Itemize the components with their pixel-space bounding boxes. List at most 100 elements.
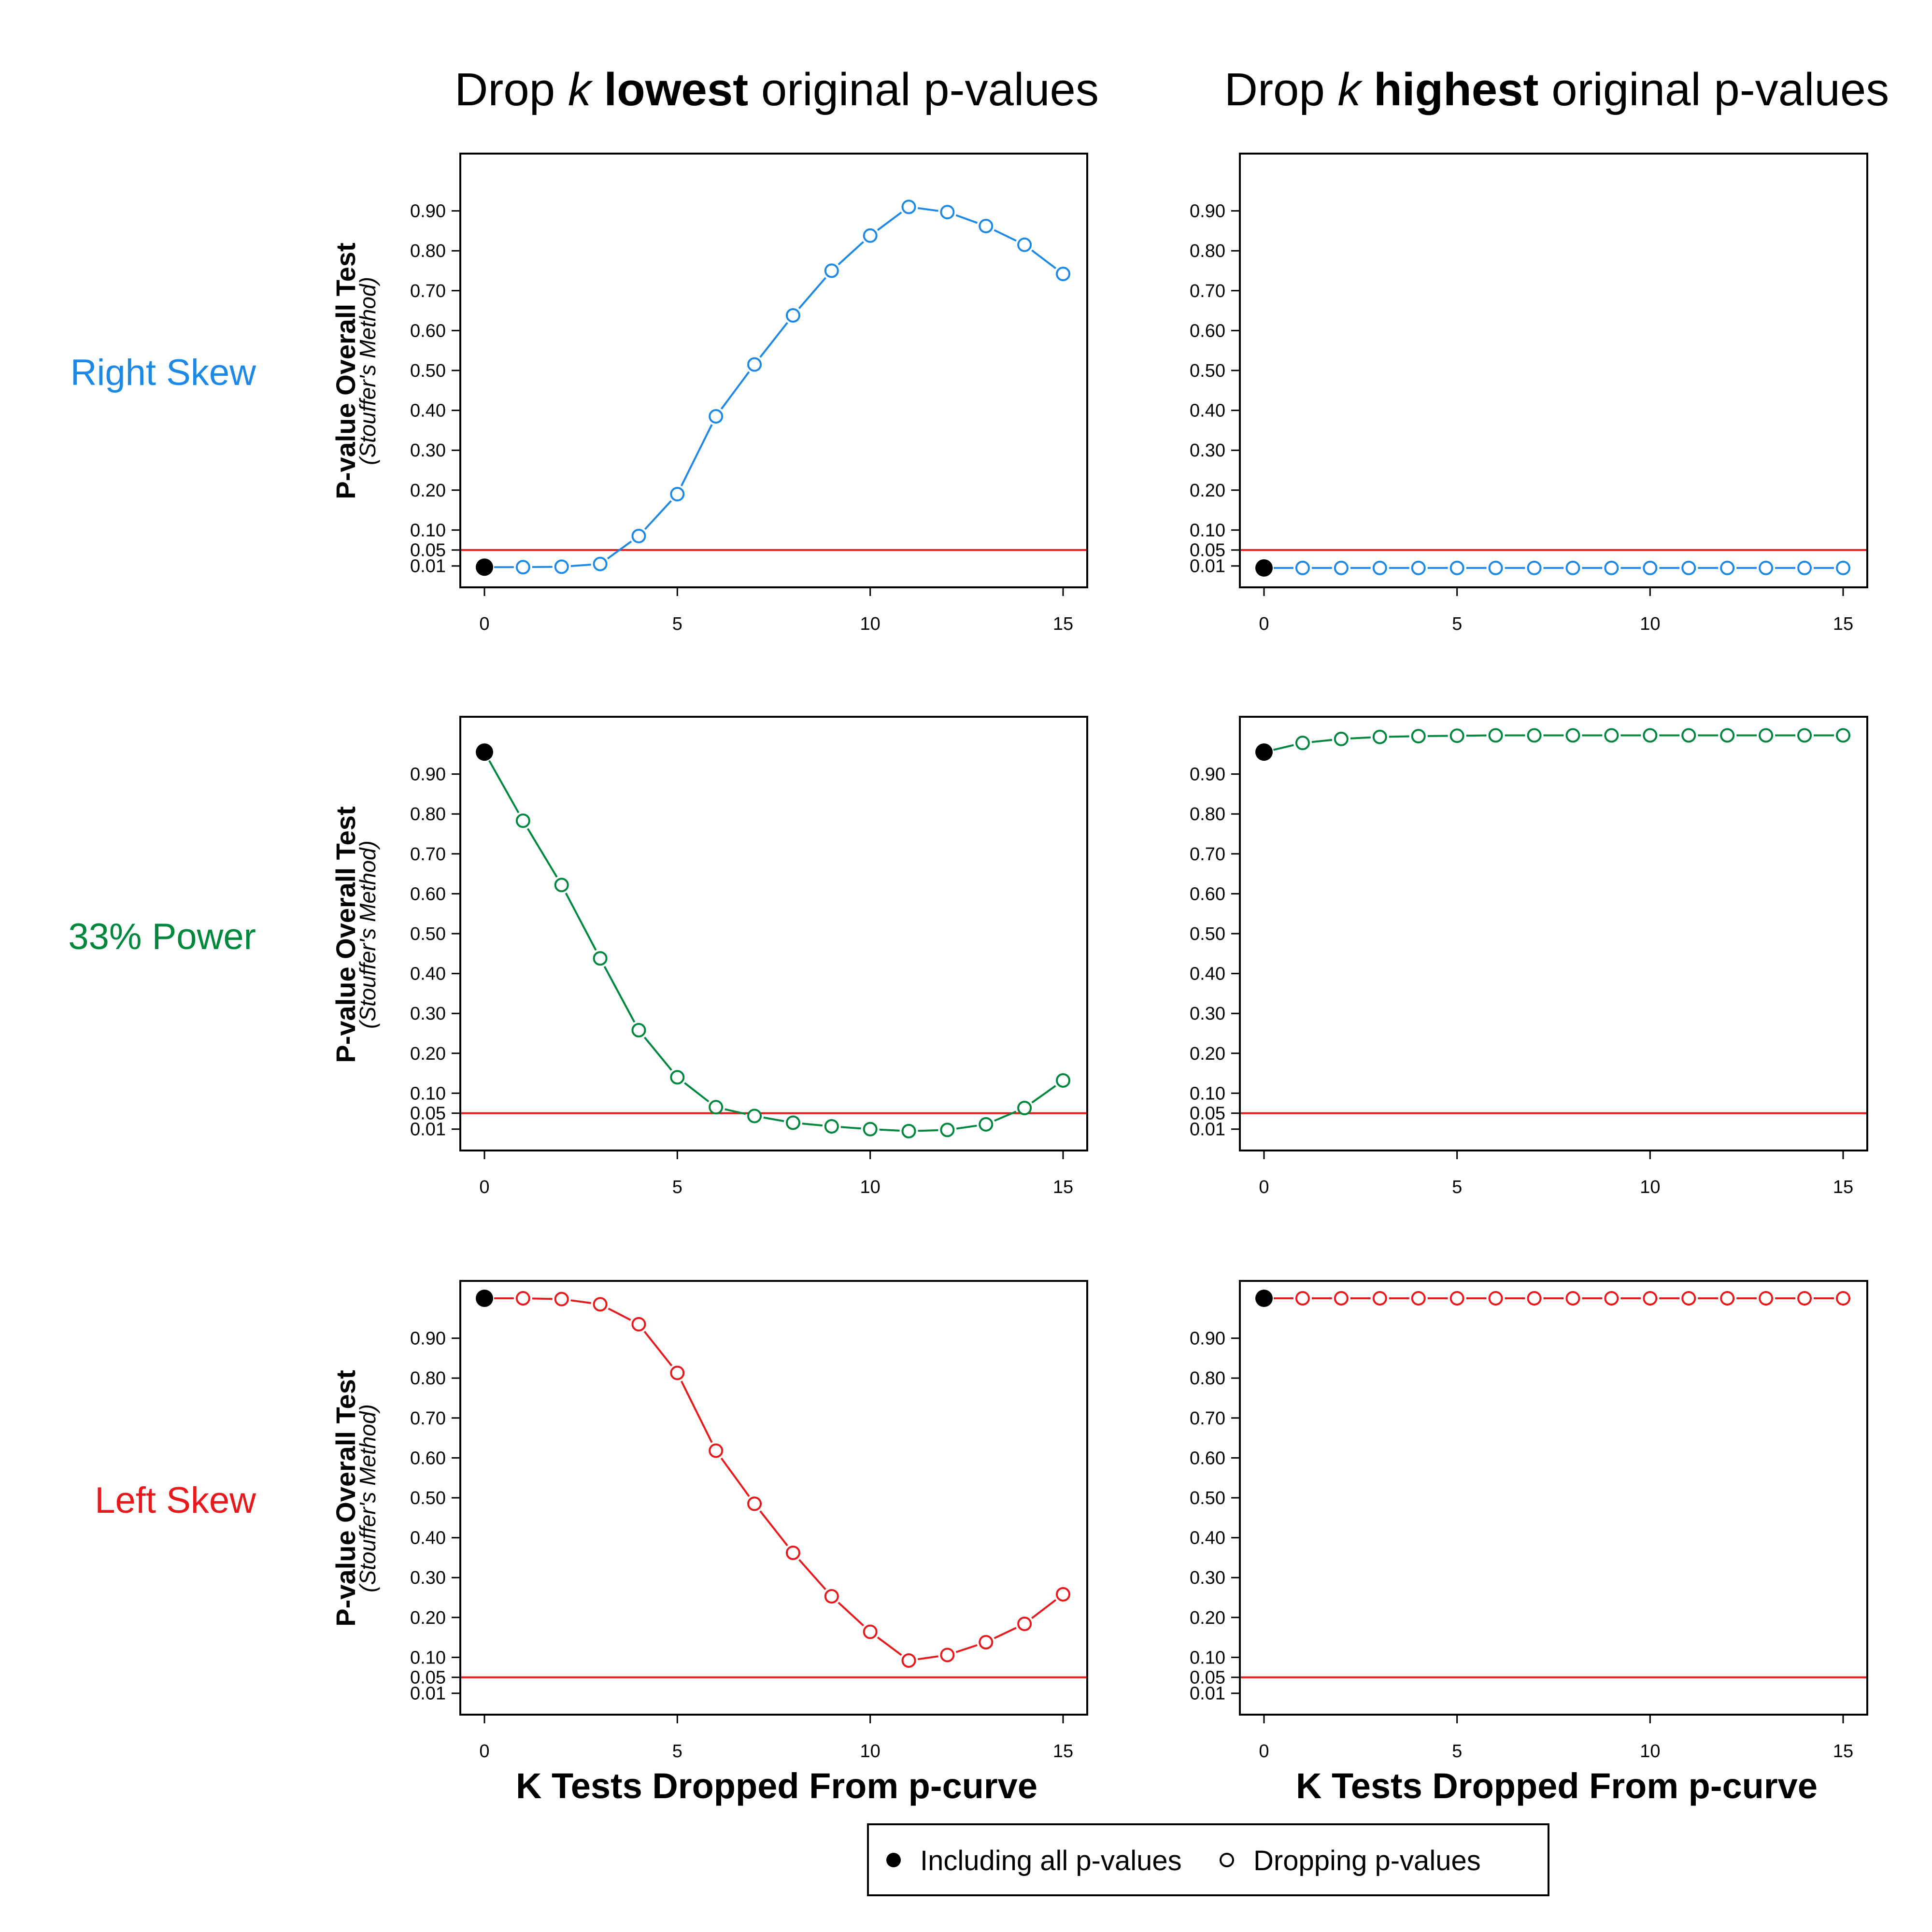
series-segment xyxy=(798,277,826,309)
series-segment xyxy=(840,1126,861,1130)
data-point xyxy=(1056,267,1070,282)
y-tick-label: 0.50 xyxy=(410,924,446,944)
series-segment xyxy=(877,212,902,231)
y-tick-label: 0.90 xyxy=(410,201,446,222)
series-segment xyxy=(918,207,938,212)
series-segment xyxy=(607,540,632,560)
y-tick-label: 0.10 xyxy=(1190,1083,1225,1104)
data-point xyxy=(1797,728,1812,743)
data-point xyxy=(1527,728,1542,743)
y-tick-label: 0.20 xyxy=(1190,1044,1225,1064)
panel-33-power-lowest: 0.010.050.10 0.20 0.30 0.40 0.50 0.60 0.70 0.80… xyxy=(410,716,1088,1197)
data-point xyxy=(1449,1291,1464,1306)
y-tick-label: 0.90 xyxy=(1190,1329,1225,1349)
panel-frame xyxy=(459,716,1088,1151)
data-point xyxy=(670,1070,685,1085)
y-tick-label: 0.40 xyxy=(410,1528,446,1548)
data-point xyxy=(1565,560,1580,575)
data-point xyxy=(670,487,685,502)
series-segment xyxy=(838,1602,865,1627)
y-tick-label: 0.01 xyxy=(410,1684,446,1704)
data-point-all xyxy=(476,1290,493,1307)
data-point xyxy=(1643,1291,1658,1306)
data-point xyxy=(1604,560,1619,575)
data-point xyxy=(863,1122,878,1136)
series-segment xyxy=(644,500,672,530)
x-tick-label: 10 xyxy=(860,1177,881,1197)
series-segment xyxy=(994,229,1017,242)
data-point xyxy=(1295,736,1310,751)
y-tick-label: 0.90 xyxy=(1190,765,1225,785)
series-segment xyxy=(684,1082,710,1103)
data-point xyxy=(1488,728,1503,743)
y-tick-label: 0.05 xyxy=(1190,1104,1225,1124)
y-tick-label: 0.05 xyxy=(1190,540,1225,561)
legend-filled-marker xyxy=(886,1853,901,1867)
y-tick-label: 0.90 xyxy=(410,765,446,785)
series-segment xyxy=(918,1129,938,1132)
data-point xyxy=(979,218,994,233)
y-tick-label: 0.20 xyxy=(410,1608,446,1628)
data-point xyxy=(1759,1291,1774,1306)
data-point xyxy=(1797,1291,1812,1306)
y-tick-label: 0.40 xyxy=(410,401,446,421)
data-point xyxy=(824,1119,839,1134)
y-tick-label: 0.20 xyxy=(1190,1608,1225,1628)
y-tick-label: 0.70 xyxy=(1190,281,1225,301)
data-point xyxy=(1411,560,1426,575)
y-tick-label: 0.70 xyxy=(410,1408,446,1429)
x-tick-label: 10 xyxy=(1640,1741,1660,1762)
data-point xyxy=(1056,1073,1070,1088)
y-tick-label: 0.50 xyxy=(1190,361,1225,381)
y-tick-label: 0.80 xyxy=(410,241,446,261)
data-point xyxy=(1759,560,1774,575)
y-tick-label: 0.05 xyxy=(410,1668,446,1688)
x-axis-label-right: K Tests Dropped From p-curve xyxy=(1296,1766,1818,1806)
data-point xyxy=(940,1122,955,1137)
y-axis-sublabel: (Stouffer's Method) xyxy=(355,277,380,465)
y-tick-label: 0.40 xyxy=(1190,964,1225,984)
data-point xyxy=(670,1365,685,1380)
data-point xyxy=(940,205,955,220)
data-point xyxy=(1681,560,1696,575)
y-axis-label: P-value Overall Test xyxy=(330,242,361,499)
x-tick-label: 5 xyxy=(672,1741,682,1762)
data-point xyxy=(1295,1291,1310,1306)
series-segment xyxy=(1273,744,1294,751)
panel-33-power-highest: 0.010.050.10 0.20 0.30 0.40 0.50 0.60 0.70 0.80… xyxy=(1190,716,1868,1197)
data-point xyxy=(1643,560,1658,575)
y-tick-label: 0.90 xyxy=(410,1329,446,1349)
series-segment xyxy=(802,1122,823,1127)
data-point xyxy=(1372,1291,1387,1306)
data-point xyxy=(785,1115,800,1130)
data-point xyxy=(515,560,530,575)
data-point xyxy=(631,1023,646,1037)
y-tick-label: 0.05 xyxy=(410,1104,446,1124)
x-tick-label: 15 xyxy=(1833,1177,1853,1197)
legend-box xyxy=(867,1823,1549,1896)
panel-left-skew-lowest: 0.010.050.10 0.20 0.30 0.40 0.50 0.60 0.70 0.80… xyxy=(410,1280,1088,1762)
series-segment xyxy=(918,1655,938,1661)
row-label-left-skew: Left Skew xyxy=(95,1480,256,1521)
x-tick-label: 10 xyxy=(1640,1177,1660,1197)
data-point xyxy=(593,951,608,966)
y-tick-label: 0.50 xyxy=(410,361,446,381)
y-tick-label: 0.40 xyxy=(1190,401,1225,421)
data-point xyxy=(1681,728,1696,743)
series-segment xyxy=(680,424,713,486)
y-tick-label: 0.50 xyxy=(1190,1488,1225,1508)
data-point xyxy=(554,1292,569,1307)
series-segment xyxy=(763,1116,784,1122)
data-point xyxy=(863,228,878,243)
x-tick-label: 0 xyxy=(1259,1741,1269,1762)
series-segment xyxy=(877,1636,902,1656)
data-point xyxy=(1681,1291,1696,1306)
x-tick-label: 5 xyxy=(672,1177,682,1197)
data-point-all xyxy=(476,743,493,761)
series-segment xyxy=(1350,736,1371,739)
x-axis-label-left: K Tests Dropped From p-curve xyxy=(516,1766,1037,1806)
y-tick-label: 0.80 xyxy=(1190,1368,1225,1389)
series-segment xyxy=(643,1331,673,1366)
data-point xyxy=(747,1108,762,1123)
data-point xyxy=(631,528,646,543)
